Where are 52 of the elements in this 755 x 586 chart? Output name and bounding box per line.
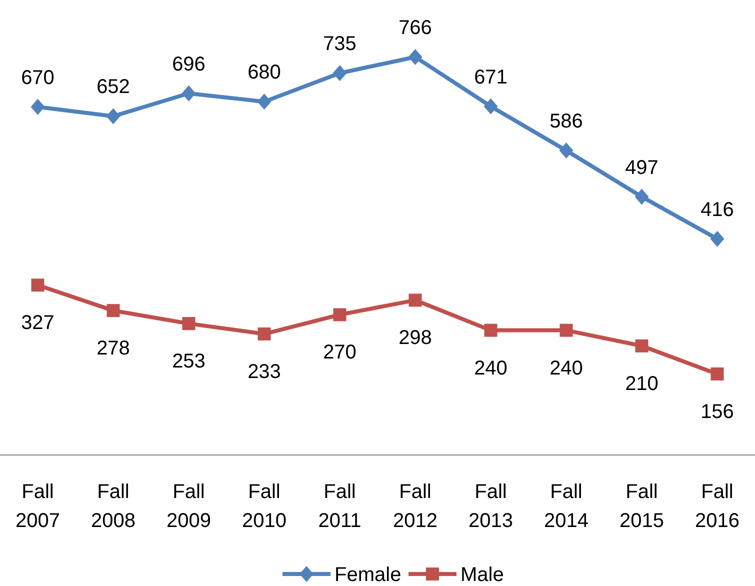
- data-label: 586: [550, 110, 583, 133]
- point: [31, 278, 44, 292]
- point: [634, 188, 649, 205]
- point: [559, 142, 574, 159]
- point: [408, 49, 422, 65]
- data-label: 652: [96, 76, 130, 98]
- data-label: 240: [550, 357, 583, 380]
- x-tick-label: Fall 2008: [91, 481, 136, 532]
- data-label: 670: [21, 66, 54, 89]
- point: [258, 327, 271, 340]
- point: [332, 65, 347, 82]
- point: [408, 294, 422, 307]
- point: [30, 98, 45, 115]
- legend-label: Male: [460, 564, 504, 586]
- data-label: 327: [21, 312, 54, 334]
- data-label: 253: [172, 350, 206, 373]
- x-tick-label: Fall 2014: [544, 481, 588, 532]
- data-label: 233: [248, 360, 281, 383]
- data-label: 497: [625, 156, 658, 179]
- x-tick-label: Fall 2015: [620, 481, 664, 532]
- data-label: 278: [96, 338, 130, 360]
- x-tick-label: Fall 2016: [695, 481, 740, 532]
- point: [710, 230, 724, 247]
- point: [106, 108, 120, 124]
- x-tick-label: Fall 2013: [468, 481, 513, 532]
- data-label: 298: [398, 327, 432, 350]
- x-tick-label: Fall 2009: [166, 481, 211, 532]
- data-label: 735: [323, 33, 356, 56]
- x-tick-label: Fall 2007: [16, 481, 60, 532]
- data-label: 680: [248, 62, 281, 84]
- point: [257, 94, 272, 110]
- data-label: 696: [172, 53, 206, 76]
- point: [182, 85, 196, 102]
- point: [484, 98, 498, 114]
- data-label: 416: [700, 198, 734, 221]
- data-label: 766: [398, 17, 432, 39]
- x-tick-label: Fall 2012: [393, 481, 438, 532]
- data-label: 270: [323, 342, 356, 364]
- point: [484, 324, 498, 337]
- x-tick-label: Fall 2010: [242, 481, 286, 532]
- data-label: 210: [625, 372, 658, 395]
- data-label: 156: [700, 400, 734, 423]
- point: [560, 324, 573, 337]
- data-label: 240: [474, 357, 508, 380]
- data-label: 671: [474, 66, 508, 88]
- point: [106, 304, 120, 318]
- point: [710, 367, 724, 380]
- point: [333, 308, 346, 322]
- legend-label: Female: [334, 564, 402, 586]
- x-tick-label: Fall 2011: [318, 481, 362, 532]
- point: [635, 339, 648, 352]
- point: [182, 317, 196, 330]
